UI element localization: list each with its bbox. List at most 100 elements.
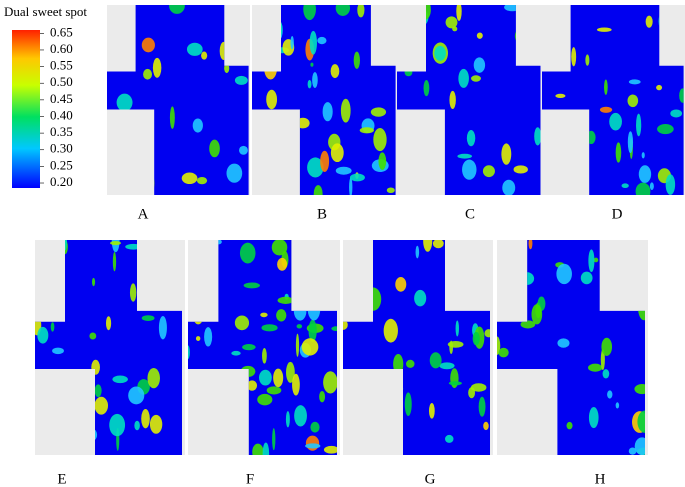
map-patch <box>609 112 622 131</box>
map-patch <box>330 143 344 163</box>
map-patch <box>290 35 294 50</box>
colorbar-tick-label: 0.40 <box>50 107 73 122</box>
map-patch <box>457 153 473 159</box>
map-patch <box>415 245 420 259</box>
map-patch <box>301 338 319 356</box>
panel-label: H <box>595 471 606 487</box>
map-patch <box>335 166 352 175</box>
map-patch <box>296 324 303 329</box>
colorbar-title: Dual sweet spot <box>4 4 87 19</box>
map-patch <box>534 127 541 146</box>
map-patch <box>94 396 109 415</box>
colorbar-tick-label: 0.60 <box>50 41 73 56</box>
map-patch <box>52 347 64 355</box>
panel-label: B <box>317 206 327 222</box>
map-patch <box>50 322 55 332</box>
map-patch <box>478 396 486 417</box>
panel-label: F <box>246 471 254 487</box>
map-patch <box>596 27 612 32</box>
colorbar-tick-label: 0.55 <box>50 58 73 73</box>
map-patch <box>152 57 162 78</box>
map-patch <box>472 331 480 346</box>
colorbar-tick-label: 0.20 <box>50 174 73 189</box>
map-patch <box>295 333 300 357</box>
map-patch <box>473 57 486 73</box>
map-patch <box>234 315 250 331</box>
map-patch <box>340 98 351 123</box>
map-patch <box>571 47 577 67</box>
map-patch <box>484 329 490 338</box>
map-patch <box>94 384 102 398</box>
map-patch <box>312 72 318 88</box>
colorbar-tick-label: 0.30 <box>50 141 73 156</box>
map-patch <box>143 68 153 80</box>
map-patch <box>498 347 509 358</box>
map-patch <box>588 363 603 372</box>
map-area <box>188 240 337 455</box>
map-patch <box>186 42 203 56</box>
map-patch <box>308 319 317 342</box>
map-patch <box>406 359 415 368</box>
map-patch <box>313 185 323 195</box>
map-patch <box>37 326 49 344</box>
map-patch <box>665 174 676 195</box>
map-patch <box>147 367 160 389</box>
map-patch <box>158 315 167 340</box>
map-patch <box>276 309 287 322</box>
map-patch <box>386 187 395 194</box>
map-patch <box>635 182 651 195</box>
map-patch <box>531 304 543 325</box>
map-patch <box>423 80 430 97</box>
map-patch <box>209 139 220 158</box>
map-patch <box>239 242 256 264</box>
panel-label: D <box>612 206 623 222</box>
map-patch <box>141 409 150 429</box>
map-patch <box>134 420 140 431</box>
map-patch <box>482 165 495 178</box>
map-patch <box>231 350 241 356</box>
colorbar-tick-label: 0.45 <box>50 91 73 106</box>
map-patch <box>357 5 365 18</box>
map-patch <box>607 390 613 399</box>
map-patch <box>373 128 387 152</box>
map-patch <box>657 123 674 135</box>
map-patch <box>621 183 629 188</box>
map-area <box>497 240 645 455</box>
map-patch <box>645 15 653 28</box>
map-patch <box>320 150 330 173</box>
map-patch <box>303 5 316 21</box>
map-patch <box>634 437 645 455</box>
map-patch <box>585 54 590 66</box>
panel-label: C <box>465 206 475 222</box>
map-patch <box>604 79 608 95</box>
map-patch <box>637 410 645 433</box>
map-patch <box>204 327 213 347</box>
map-patch <box>528 240 533 250</box>
map-patch <box>89 332 97 340</box>
map-patch <box>277 257 288 271</box>
map-patch <box>273 368 284 388</box>
map-patch <box>266 386 282 395</box>
map-patch <box>449 90 456 109</box>
map-patch <box>349 177 353 195</box>
map-patch <box>466 129 476 147</box>
map-patch <box>257 393 273 406</box>
map-patch <box>634 384 645 395</box>
map-patch <box>285 411 290 428</box>
map-patch <box>309 30 317 55</box>
map-patch <box>627 94 639 108</box>
map-patch <box>580 271 593 285</box>
map-patch <box>201 51 208 60</box>
map-patch <box>272 428 276 451</box>
map-patch <box>112 251 117 272</box>
map-patch <box>307 79 312 89</box>
map-patch <box>317 36 327 45</box>
map-patch <box>615 142 622 163</box>
map-patch <box>447 341 464 348</box>
map-patch <box>627 131 634 154</box>
map-patch <box>242 344 256 351</box>
map-patch <box>192 118 203 133</box>
map-patch <box>195 336 201 341</box>
map-patch <box>434 45 446 61</box>
